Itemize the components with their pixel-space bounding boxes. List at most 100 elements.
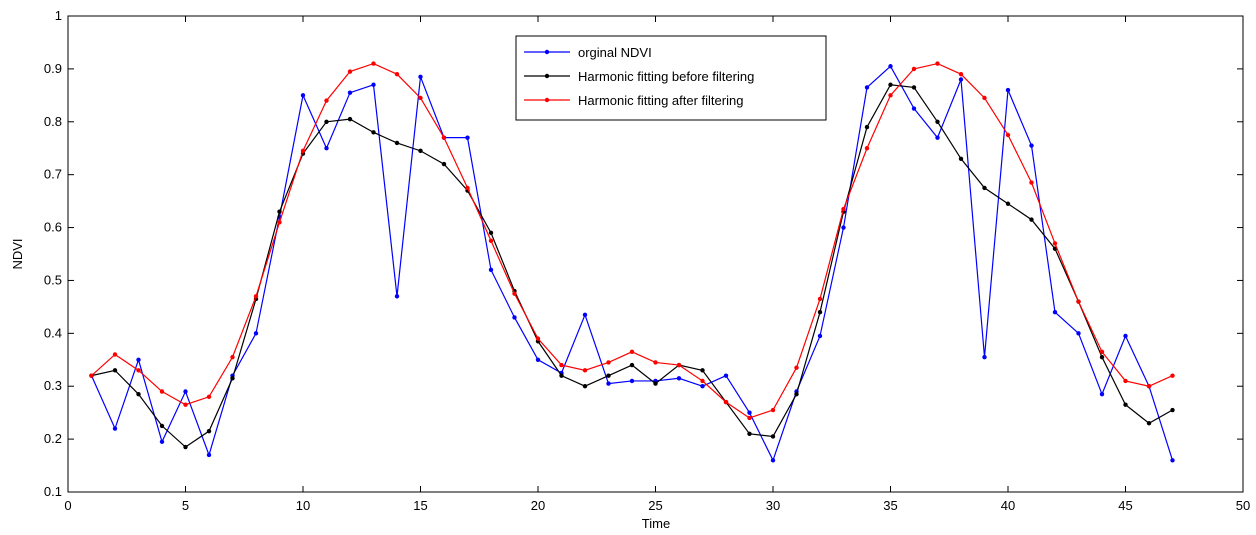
data-point xyxy=(371,61,376,66)
data-point xyxy=(1005,87,1011,93)
data-point xyxy=(1123,378,1128,384)
data-point xyxy=(394,140,400,146)
data-point xyxy=(277,220,282,225)
data-point xyxy=(512,315,517,320)
data-point xyxy=(747,410,752,415)
data-point xyxy=(512,291,517,296)
data-point xyxy=(888,93,893,98)
data-point xyxy=(582,384,588,389)
y-tick-label: 0.1 xyxy=(44,484,62,499)
data-point xyxy=(418,148,423,154)
data-point xyxy=(136,357,141,362)
data-point xyxy=(112,352,118,357)
data-point xyxy=(183,402,188,407)
data-point xyxy=(1005,201,1011,206)
y-tick-label: 0.6 xyxy=(44,220,62,235)
data-point xyxy=(441,135,447,140)
data-point xyxy=(582,368,588,373)
x-tick-label: 25 xyxy=(648,498,662,513)
data-point xyxy=(700,368,705,373)
x-tick-label: 15 xyxy=(413,498,427,513)
data-point xyxy=(206,452,212,458)
data-point xyxy=(700,384,705,389)
data-point xyxy=(1052,309,1058,315)
y-tick-label: 0.9 xyxy=(44,61,62,76)
legend-marker-0 xyxy=(544,49,550,55)
y-tick-label: 0.8 xyxy=(44,114,62,129)
data-point xyxy=(1123,402,1128,407)
data-point xyxy=(935,119,940,124)
data-point xyxy=(418,95,423,101)
data-point xyxy=(488,267,494,273)
data-point xyxy=(582,312,588,318)
x-tick-label: 5 xyxy=(182,498,189,513)
legend-label-2: Harmonic fitting after filtering xyxy=(578,93,743,108)
data-point xyxy=(324,98,329,103)
x-tick-label: 10 xyxy=(296,498,310,513)
data-point xyxy=(817,333,823,339)
x-tick-label: 0 xyxy=(64,498,71,513)
data-point xyxy=(747,431,752,437)
data-point xyxy=(465,185,470,191)
data-point xyxy=(1146,384,1152,389)
data-point xyxy=(1076,331,1081,336)
y-tick-label: 0.2 xyxy=(44,431,62,446)
data-point xyxy=(911,106,917,111)
data-point xyxy=(136,391,141,397)
y-tick-label: 0.3 xyxy=(44,378,62,393)
data-point xyxy=(371,130,376,135)
data-point xyxy=(841,225,846,230)
data-point xyxy=(1099,349,1105,355)
y-tick-label: 1 xyxy=(55,8,62,23)
data-point xyxy=(89,373,94,378)
data-point xyxy=(911,85,917,90)
data-point xyxy=(864,85,870,90)
y-tick-label: 0.4 xyxy=(44,325,62,340)
data-point xyxy=(629,349,635,355)
data-point xyxy=(206,428,212,434)
data-point xyxy=(629,378,635,384)
data-point xyxy=(982,354,987,360)
data-point xyxy=(841,206,846,212)
data-point xyxy=(206,394,212,399)
legend-box xyxy=(515,35,827,121)
data-point xyxy=(159,423,165,429)
legend-marker-2 xyxy=(544,97,550,103)
data-point xyxy=(958,71,964,77)
data-point xyxy=(1029,180,1034,185)
x-tick-label: 50 xyxy=(1236,498,1250,513)
x-tick-label: 40 xyxy=(1001,498,1015,513)
data-point xyxy=(441,161,447,167)
data-point xyxy=(488,230,494,236)
data-point xyxy=(1099,391,1105,397)
data-point xyxy=(1029,217,1034,222)
data-point xyxy=(1170,407,1175,413)
data-point xyxy=(535,357,541,362)
data-point xyxy=(770,407,776,413)
x-axis: 0 5 10 15 20 25 30 35 40 45 50 xyxy=(64,16,1250,513)
data-point xyxy=(653,360,658,365)
data-point xyxy=(347,69,353,74)
data-point xyxy=(864,146,870,151)
legend-label-0: orginal NDVI xyxy=(578,45,652,60)
data-point xyxy=(935,61,940,66)
data-point xyxy=(794,391,799,397)
data-point xyxy=(1099,354,1105,360)
data-point xyxy=(770,458,776,463)
data-point xyxy=(253,294,259,299)
data-point xyxy=(1076,299,1081,304)
data-point xyxy=(300,148,306,154)
data-point xyxy=(1029,143,1034,148)
data-point xyxy=(817,309,823,315)
data-point xyxy=(676,362,682,368)
data-point xyxy=(629,362,635,368)
y-axis: 0.1 0.2 0.3 0.4 0.5 0.6 0.7 0.8 0.9 1 xyxy=(44,8,1243,499)
data-point xyxy=(700,378,705,384)
data-point xyxy=(183,444,188,450)
y-tick-label: 0.5 xyxy=(44,272,62,287)
data-point xyxy=(559,362,564,368)
data-point xyxy=(300,93,306,98)
data-point xyxy=(159,389,165,394)
data-point xyxy=(958,77,964,82)
data-point xyxy=(159,439,165,444)
